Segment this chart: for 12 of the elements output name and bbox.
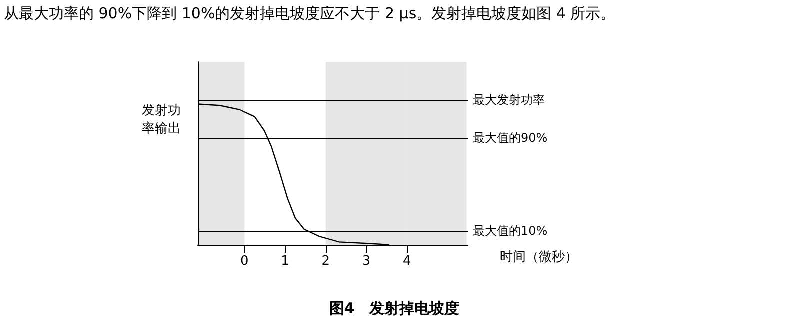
ref-line-label: 最大值的90%	[473, 131, 548, 146]
x-tick-label: 2	[322, 254, 330, 269]
y-axis-title: 发射功率输出	[142, 104, 181, 136]
text: 从最大功率的 90%下降到 10%的发射掉电坡度应不大于 2 µs。发射掉电坡度如图 4 所示。	[4, 4, 616, 22]
ref-line-label: 最大发射功率	[473, 93, 545, 108]
text: 图4 发射掉电坡度	[329, 300, 460, 318]
x-tick-label: 1	[281, 254, 290, 269]
ref-line-label: 最大值的10%	[473, 224, 548, 238]
x-tick-label: 3	[362, 254, 371, 269]
x-tick-label: 4	[402, 254, 412, 269]
x-tick-label: 0	[240, 254, 249, 269]
x-axis-title: 时间（微秒）	[500, 250, 578, 265]
